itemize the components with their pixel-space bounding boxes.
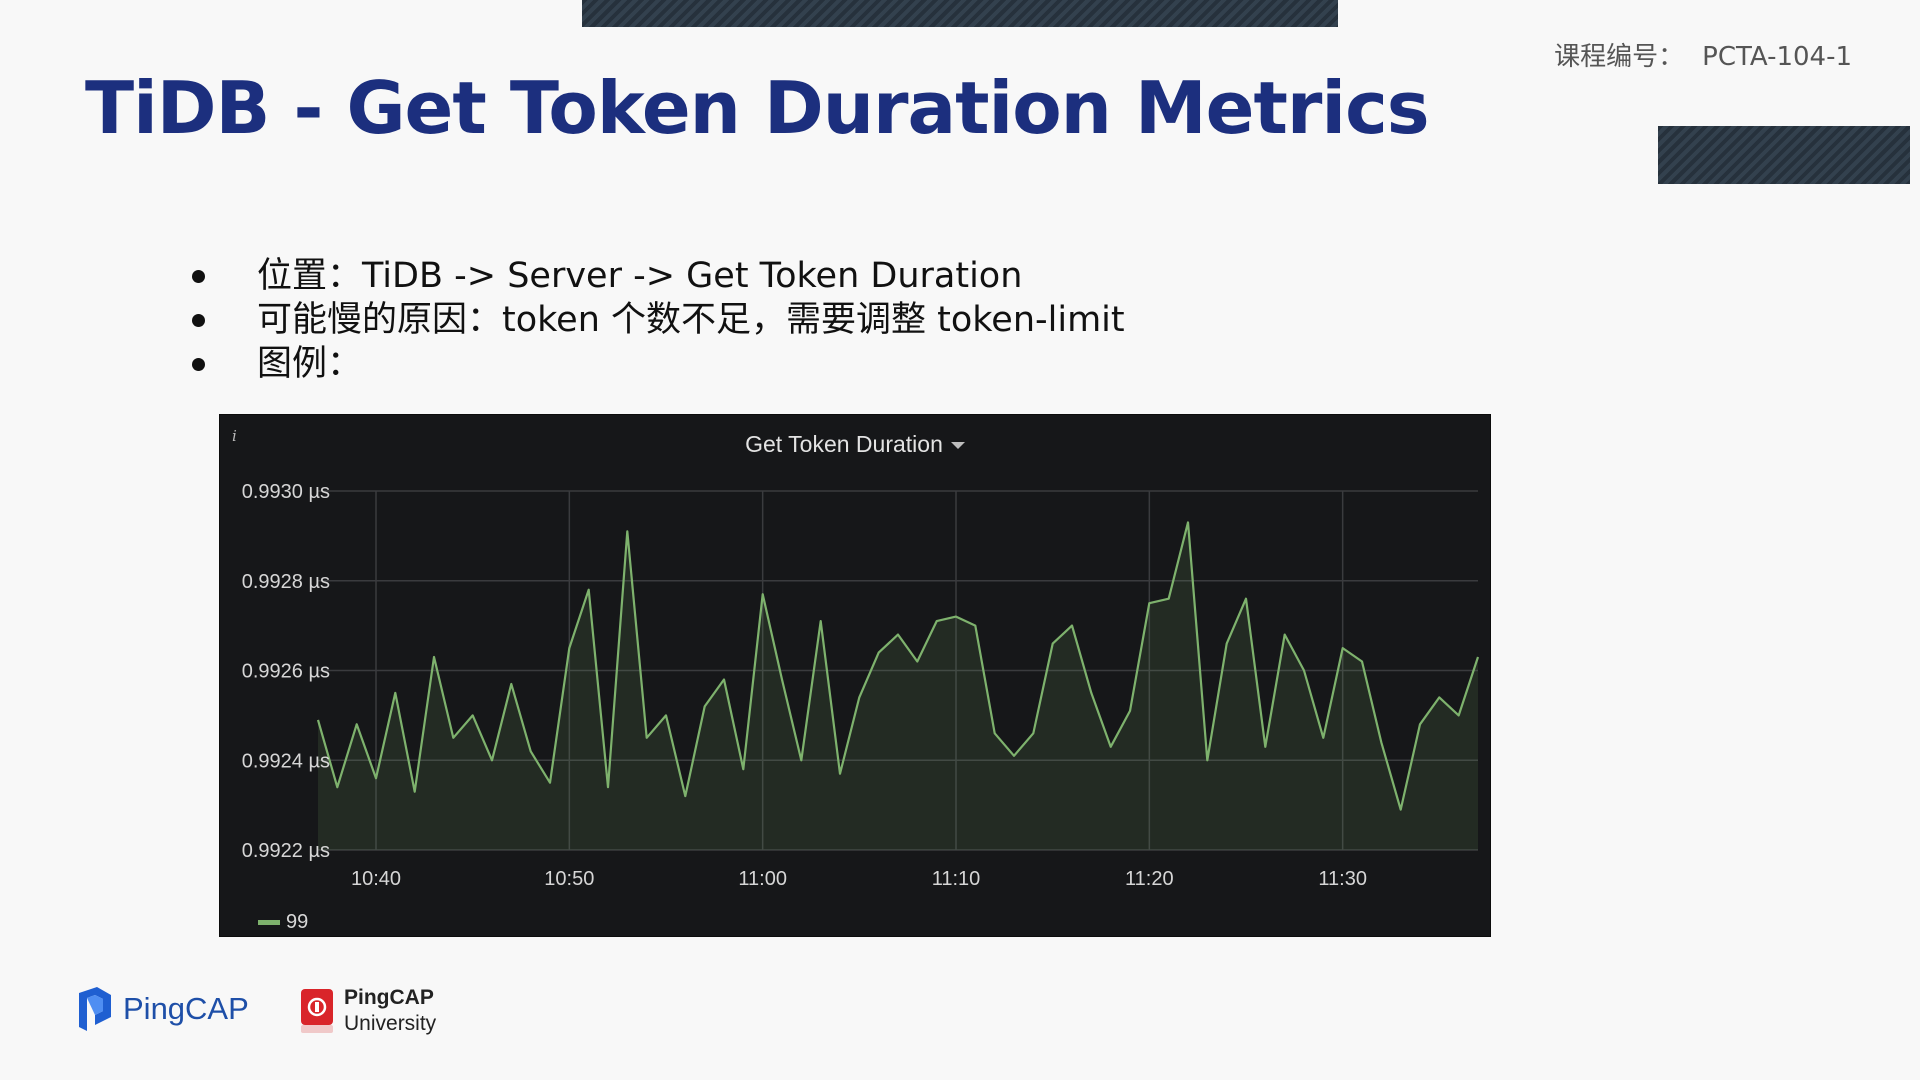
university-book-icon <box>301 989 333 1033</box>
university-wordmark-line2: University <box>344 1012 437 1035</box>
y-tick-label: 0.9928 µs <box>242 571 330 593</box>
bullet-dot-icon <box>192 313 205 327</box>
x-tick-label: 11:20 <box>1125 868 1174 890</box>
legend-swatch-icon <box>258 920 280 925</box>
x-tick-label: 11:00 <box>738 868 787 890</box>
bullet-text: 图例： <box>257 344 363 384</box>
series-99-line[interactable] <box>316 521 1480 811</box>
info-icon[interactable]: i <box>232 427 237 445</box>
decorative-top-bar <box>582 0 1338 27</box>
x-tick-label: 10:40 <box>351 868 401 890</box>
y-tick-label: 0.9924 µs <box>242 750 330 772</box>
pingcap-university-logo: PingCAP University <box>300 985 436 1037</box>
panel-title[interactable]: Get Token Duration <box>220 431 1490 458</box>
university-wordmark-line1: PingCAP <box>344 986 434 1009</box>
bullet-dot-icon <box>192 269 205 283</box>
bullet-list: 位置：TiDB -> Server -> Get Token Duration … <box>192 254 1125 386</box>
pingcap-wordmark: PingCAP <box>123 991 249 1026</box>
bullet-text: 位置：TiDB -> Server -> Get Token Duration <box>257 256 1023 296</box>
y-tick-label: 0.9930 µs <box>242 481 330 503</box>
bullet-item: 图例： <box>192 342 1125 386</box>
x-tick-label: 11:10 <box>932 868 981 890</box>
chart-legend[interactable]: 99 <box>258 911 308 934</box>
line-chart: 0.9922 µs 0.9924 µs 0.9926 µs 0.9928 µs 0.99… <box>242 481 1480 890</box>
series-99-area <box>318 522 1478 850</box>
grafana-panel: 0.9922 µs 0.9924 µs 0.9926 µs 0.9928 µs 0.99… <box>219 414 1491 937</box>
bullet-dot-icon <box>192 357 205 371</box>
pingcap-logo: PingCAP <box>77 987 249 1031</box>
x-tick-label: 11:30 <box>1318 868 1367 890</box>
chevron-down-icon[interactable] <box>950 442 965 450</box>
bullet-item: 可能慢的原因：token 个数不足，需要调整 token-limit <box>192 298 1125 342</box>
decorative-right-bar <box>1658 126 1910 184</box>
bullet-item: 位置：TiDB -> Server -> Get Token Duration <box>192 254 1125 298</box>
course-code-label: 课程编号： <box>1554 42 1685 72</box>
slide-title: TiDB - Get Token Duration Metrics <box>85 66 1430 150</box>
university-wordmark: PingCAP University <box>344 985 436 1037</box>
panel-title-text: Get Token Duration <box>745 431 943 457</box>
course-code: 课程编号： PCTA-104-1 <box>1554 36 1852 73</box>
y-tick-label: 0.9926 µs <box>242 661 330 683</box>
pingcap-mark-icon <box>79 987 111 1031</box>
course-code-value: PCTA-104-1 <box>1702 42 1852 72</box>
legend-label: 99 <box>286 911 309 933</box>
bullet-text: 可能慢的原因：token 个数不足，需要调整 token-limit <box>257 300 1125 340</box>
x-tick-label: 10:50 <box>544 868 594 890</box>
y-tick-label: 0.9922 µs <box>242 840 330 862</box>
